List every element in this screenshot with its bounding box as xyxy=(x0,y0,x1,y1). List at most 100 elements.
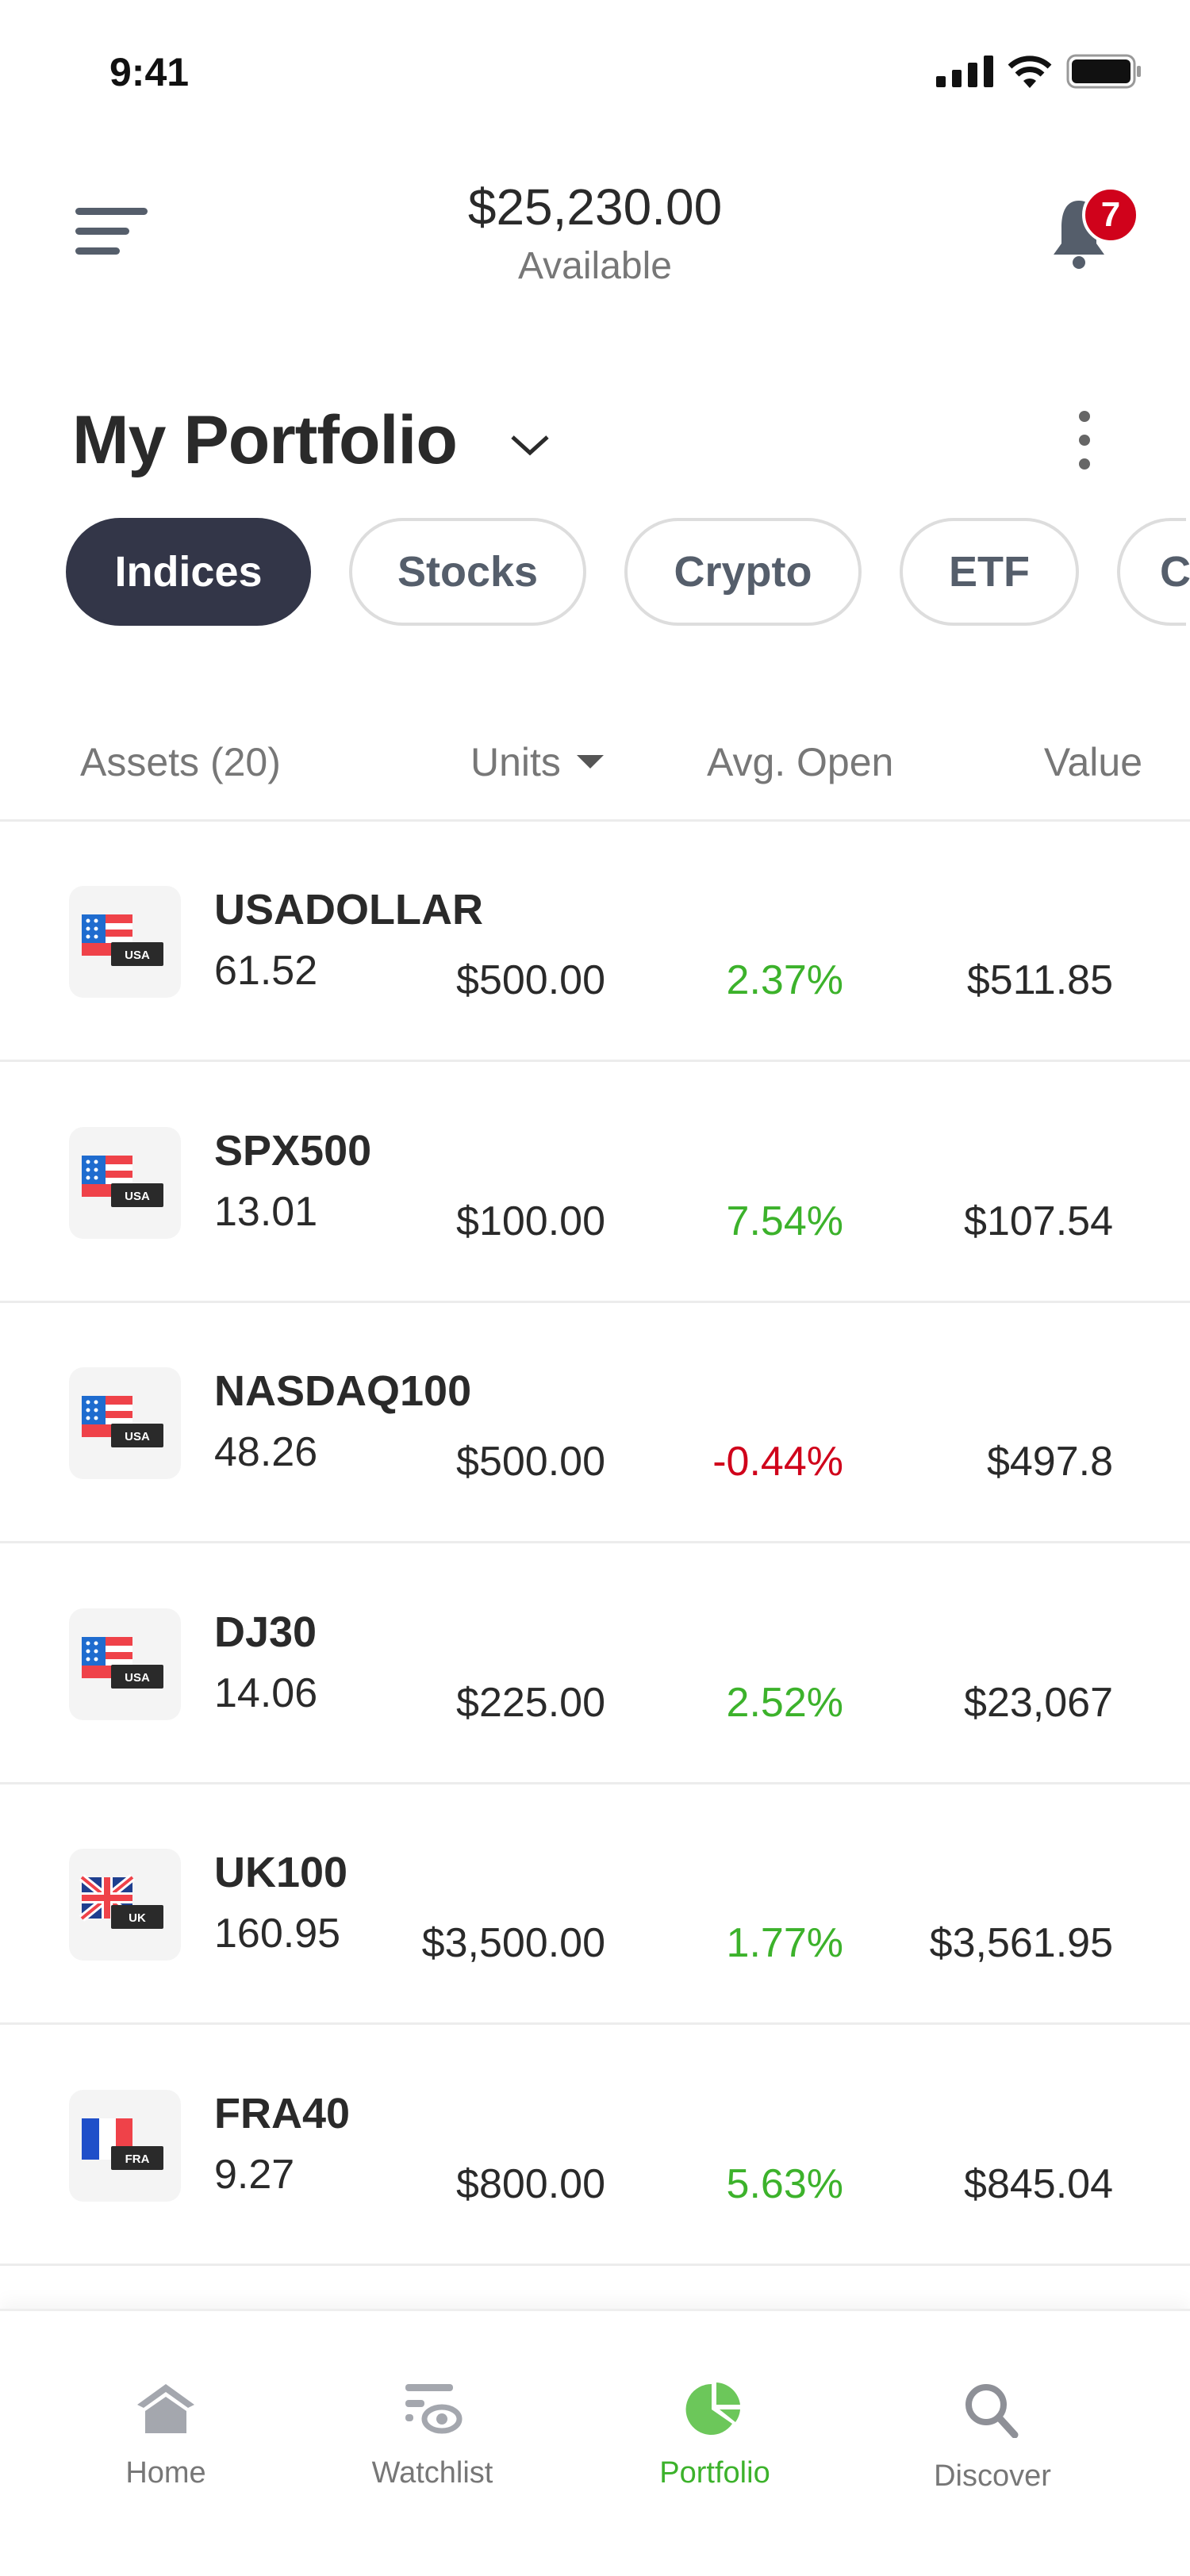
nav-home[interactable]: Home xyxy=(63,2382,269,2490)
asset-units: 9.27 xyxy=(214,2151,295,2198)
asset-class-tabs: Indices Stocks Crypto ETF C xyxy=(66,518,1190,626)
tab-indices[interactable]: Indices xyxy=(66,518,311,626)
asset-value: $845.04 xyxy=(964,2160,1113,2207)
asset-value: $23,067 xyxy=(964,1679,1113,1726)
asset-units: 61.52 xyxy=(214,948,318,994)
nav-portfolio-label: Portfolio xyxy=(659,2456,770,2490)
asset-row[interactable]: USA NASDAQ100 48.26 $500.00 -0.44% $497.… xyxy=(0,1303,1190,1543)
row-divider xyxy=(0,1541,1190,1543)
sort-down-icon xyxy=(576,755,604,769)
column-value[interactable]: Value xyxy=(1043,740,1142,784)
battery-icon xyxy=(1066,54,1141,89)
portfolio-dropdown-chevron-icon[interactable] xyxy=(509,432,551,458)
row-divider xyxy=(0,1300,1190,1303)
asset-name: NASDAQ100 xyxy=(214,1367,472,1415)
watchlist-icon xyxy=(405,2384,463,2434)
asset-row[interactable]: FRA FRA40 9.27 $800.00 5.63% $845.04 xyxy=(0,2026,1190,2266)
asset-name: FRA40 xyxy=(214,2089,351,2137)
usa-flag-icon: USA xyxy=(82,1636,163,1689)
usa-flag-icon: USA xyxy=(82,1155,163,1207)
column-avg-open[interactable]: Avg. Open xyxy=(707,740,894,784)
hamburger-icon xyxy=(75,208,148,255)
asset-avg-open: $225.00 xyxy=(456,1679,605,1726)
asset-row[interactable]: UK UK100 160.95 $3,500.00 1.77% $3,561.9… xyxy=(0,1784,1190,2025)
asset-change: 1.77% xyxy=(726,1920,843,1966)
row-divider xyxy=(0,2264,1190,2266)
nav-watchlist[interactable]: Watchlist xyxy=(329,2382,536,2490)
header-divider xyxy=(0,819,1190,822)
asset-value: $511.85 xyxy=(966,957,1113,1003)
asset-row[interactable]: USA DJ30 14.06 $225.00 2.52% $23,067 xyxy=(0,1544,1190,1784)
available-balance: $25,230.00 xyxy=(467,178,723,236)
menu-button[interactable] xyxy=(75,208,151,255)
asset-name: DJ30 xyxy=(214,1608,317,1656)
notifications-button[interactable]: 7 xyxy=(1047,186,1142,274)
asset-value: $497.8 xyxy=(986,1439,1113,1485)
nav-watchlist-label: Watchlist xyxy=(371,2456,493,2490)
home-icon xyxy=(137,2384,194,2433)
column-assets[interactable]: Assets (20) xyxy=(80,740,281,784)
flag-country-code: USA xyxy=(125,1190,150,1203)
notification-badge: 7 xyxy=(1082,186,1139,243)
flag-country-code: UK xyxy=(129,1911,146,1925)
fra-flag-icon: FRA xyxy=(82,2118,163,2170)
flag-icon-box: UK xyxy=(69,1849,181,1961)
tab-stocks[interactable]: Stocks xyxy=(349,518,586,626)
flag-icon-box: USA xyxy=(69,1608,181,1720)
nav-home-label: Home xyxy=(125,2456,206,2490)
uk-flag-icon: UK xyxy=(79,1874,163,1929)
asset-name: UK100 xyxy=(214,1849,348,1896)
asset-avg-open: $100.00 xyxy=(456,1198,605,1244)
asset-value: $3,561.95 xyxy=(929,1920,1113,1966)
flag-country-code: USA xyxy=(125,1671,150,1685)
usa-flag-icon: USA xyxy=(82,914,163,966)
nav-portfolio[interactable]: Portfolio xyxy=(612,2382,818,2490)
flag-icon-box: USA xyxy=(69,886,181,998)
asset-row[interactable]: USA SPX500 13.01 $100.00 7.54% $107.54 xyxy=(0,1063,1190,1303)
flag-icon-box: FRA xyxy=(69,2089,181,2202)
flag-country-code: FRA xyxy=(125,2152,150,2166)
asset-change: 2.52% xyxy=(726,1679,843,1726)
status-icons xyxy=(936,54,1142,89)
asset-name: SPX500 xyxy=(214,1126,372,1175)
status-time: 9:41 xyxy=(109,50,190,94)
search-icon xyxy=(965,2384,1019,2439)
available-label: Available xyxy=(518,245,672,287)
row-divider xyxy=(0,1060,1190,1062)
flag-country-code: USA xyxy=(125,1430,150,1443)
row-divider xyxy=(0,2022,1190,2025)
column-units-label: Units xyxy=(470,740,561,784)
asset-avg-open: $3,500.00 xyxy=(421,1920,605,1966)
asset-change: 7.54% xyxy=(726,1198,843,1244)
tab-more[interactable]: C xyxy=(1117,518,1190,626)
asset-units: 14.06 xyxy=(214,1669,318,1716)
asset-change: 2.37% xyxy=(726,957,843,1003)
asset-change: 5.63% xyxy=(726,2160,843,2207)
flag-icon-box: USA xyxy=(69,1367,181,1479)
more-options-icon[interactable] xyxy=(1073,408,1096,472)
wifi-icon xyxy=(1008,56,1052,88)
nav-discover[interactable]: Discover xyxy=(889,2382,1096,2494)
usa-flag-icon: USA xyxy=(82,1396,163,1447)
nav-discover-label: Discover xyxy=(934,2459,1051,2493)
signal-icon xyxy=(936,56,993,87)
tab-crypto[interactable]: Crypto xyxy=(624,518,862,626)
column-units[interactable]: Units xyxy=(470,739,604,785)
flag-icon-box: USA xyxy=(69,1126,181,1239)
row-divider xyxy=(0,1781,1190,1784)
pie-chart-icon xyxy=(685,2382,740,2435)
asset-avg-open: $800.00 xyxy=(456,2160,605,2207)
asset-value: $107.54 xyxy=(964,1198,1113,1244)
asset-row[interactable]: USA USADOLLAR 61.52 $500.00 2.37% $511.8… xyxy=(0,822,1190,1062)
tab-etf[interactable]: ETF xyxy=(900,518,1079,626)
asset-units: 160.95 xyxy=(214,1911,341,1957)
asset-change: -0.44% xyxy=(712,1439,843,1485)
asset-avg-open: $500.00 xyxy=(456,1439,605,1485)
asset-name: USADOLLAR xyxy=(214,886,483,933)
asset-units: 48.26 xyxy=(214,1429,318,1475)
page-title: My Portfolio xyxy=(72,402,458,478)
bottom-navigation: Home Watchlist Portfolio Discover xyxy=(0,2309,1190,2576)
asset-units: 13.01 xyxy=(214,1188,318,1235)
asset-avg-open: $500.00 xyxy=(456,957,605,1003)
flag-country-code: USA xyxy=(125,949,150,962)
